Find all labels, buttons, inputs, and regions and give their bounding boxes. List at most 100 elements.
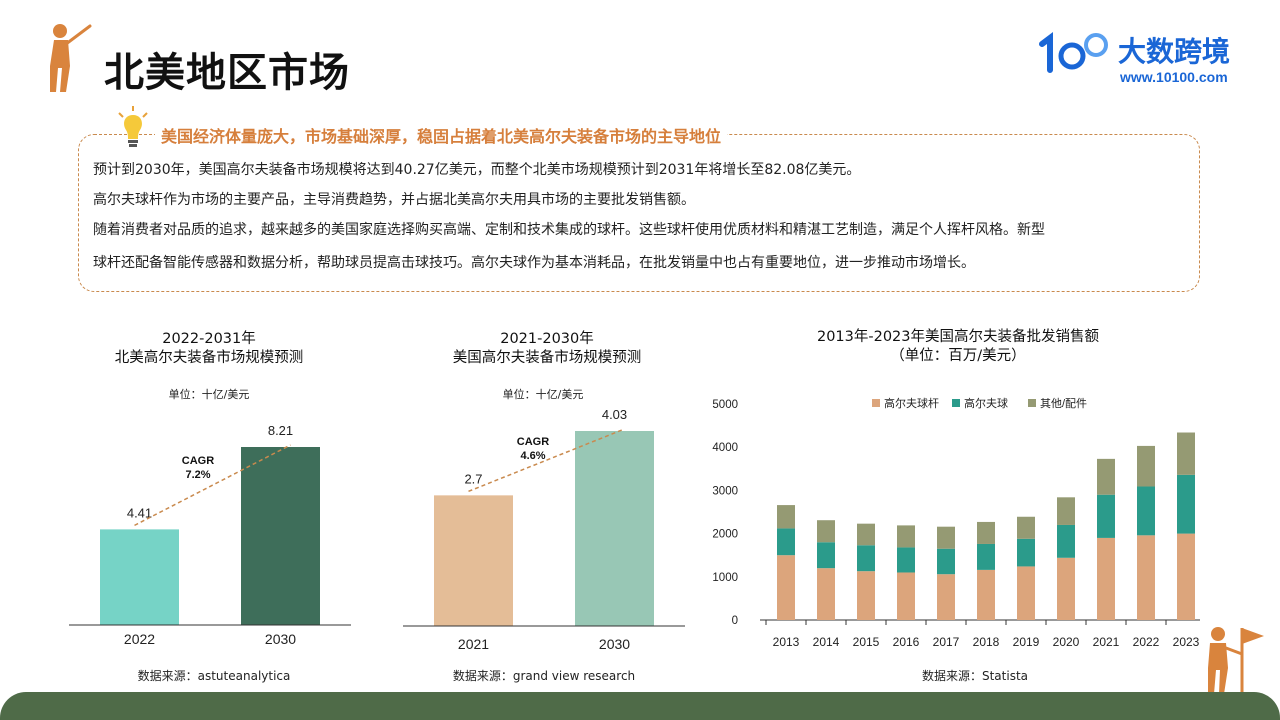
stacked-bar-segment xyxy=(777,528,795,556)
chart3-title: 2013年-2023年美国高尔夫装备批发销售额 （单位：百万/美元） xyxy=(740,328,1176,366)
stacked-bar-segment xyxy=(1057,557,1075,620)
stacked-bar-segment xyxy=(857,545,875,572)
logo-icon xyxy=(1039,32,1108,73)
stacked-bar-segment xyxy=(937,526,955,549)
stacked-bar-segment xyxy=(977,569,995,620)
stacked-bar-segment xyxy=(937,574,955,620)
intro-line: 随着消费者对品质的追求，越来越多的美国家庭选择购买高端、定制和技术集成的球杆。这… xyxy=(93,222,1045,238)
chart2-title-line: 2021-2030年 xyxy=(500,331,594,347)
bar xyxy=(575,431,654,626)
chart3-source: 数据来源：Statista xyxy=(921,669,1029,683)
stacked-bar-segment xyxy=(1017,566,1035,620)
y-tick-label: 0 xyxy=(732,615,738,627)
y-tick-label: 4000 xyxy=(712,442,738,454)
stacked-bar-segment xyxy=(937,548,955,575)
x-tick-label: 2016 xyxy=(893,635,920,649)
stacked-bar-segment xyxy=(777,555,795,620)
page-title: 北美地区市场 xyxy=(104,50,350,96)
stacked-bar-segment xyxy=(1137,535,1155,620)
stacked-bar-segment xyxy=(1017,516,1035,539)
stacked-bar-segment xyxy=(857,571,875,620)
bar-value-label: 2.7 xyxy=(464,471,482,486)
bar-value-label: 8.21 xyxy=(268,423,293,438)
chart1-title-line: 2022-2031年 xyxy=(162,331,256,347)
cagr-value: 7.2% xyxy=(185,469,210,481)
chart2-subtitle: 美国高尔夫装备市场规模预测 xyxy=(452,350,642,366)
stacked-bar-segment xyxy=(1137,445,1155,487)
stacked-bar-segment xyxy=(897,572,915,620)
chart1-plot: 4.41 2022 8.21 2030 CAGR 7.2% xyxy=(69,423,351,647)
stacked-bar-segment xyxy=(817,568,835,620)
intro-line: 球杆还配备智能传感器和数据分析，帮助球员提高击球技巧。高尔夫球作为基本消耗品，在… xyxy=(93,255,975,271)
x-tick-label: 2014 xyxy=(813,635,840,649)
chart1-unit: 单位：十亿/美元 xyxy=(168,388,250,401)
stacked-bar-segment xyxy=(977,543,995,570)
logo-text: 大数跨境 xyxy=(1118,35,1231,68)
x-tick-label: 2030 xyxy=(265,631,296,647)
x-tick-label: 2017 xyxy=(933,635,960,649)
stacked-bar-segment xyxy=(897,525,915,548)
stacked-bar-segment xyxy=(1057,524,1075,558)
chart2-unit: 单位：十亿/美元 xyxy=(502,388,584,401)
legend-swatch xyxy=(1028,399,1036,407)
chart3-title-line: 2013年-2023年美国高尔夫装备批发销售额 xyxy=(816,329,1100,345)
chart3-subtitle: （单位：百万/美元） xyxy=(890,348,1026,364)
golfer-icon xyxy=(50,24,92,92)
chart1-source: 数据来源：astuteanalytica xyxy=(137,669,291,683)
y-tick-label: 3000 xyxy=(712,485,738,497)
legend-label: 高尔夫球杆 xyxy=(884,396,939,410)
cagr-label: CAGR xyxy=(182,455,214,467)
stacked-bar-segment xyxy=(1177,432,1195,475)
lightbulb-icon xyxy=(118,106,148,147)
stacked-bar-segment xyxy=(1177,474,1195,534)
x-tick-label: 2022 xyxy=(124,631,155,647)
stacked-bar-segment xyxy=(1137,486,1155,536)
bar-value-label: 4.41 xyxy=(127,505,152,520)
bar xyxy=(241,447,320,625)
chart2-plot: 2.7 2021 4.03 2030 CAGR 4.6% xyxy=(403,407,685,652)
bar xyxy=(100,529,179,625)
golfer-flag-icon xyxy=(1208,627,1264,694)
x-tick-label: 2023 xyxy=(1173,635,1200,649)
logo-url[interactable]: www.10100.com xyxy=(1120,69,1228,85)
intro-headline: 美国经济体量庞大，市场基础深厚，稳固占据着北美高尔夫装备市场的主导地位 xyxy=(155,123,728,147)
stacked-bar-segment xyxy=(1097,458,1115,495)
stacked-bar-segment xyxy=(1057,497,1075,525)
y-tick-label: 5000 xyxy=(712,399,738,411)
x-tick-label: 2015 xyxy=(853,635,880,649)
trend-line xyxy=(468,428,625,493)
bar xyxy=(434,495,513,626)
x-tick-label: 2021 xyxy=(1093,635,1120,649)
y-tick-label: 1000 xyxy=(712,572,738,584)
chart3-plot: 0 1000 2000 3000 4000 5000 2013 2014 2015 2016 201… xyxy=(712,396,1200,649)
cagr-label: CAGR xyxy=(517,436,549,448)
x-tick-label: 2020 xyxy=(1053,635,1080,649)
chart2-title: 2021-2030年 美国高尔夫装备市场规模预测 xyxy=(402,330,692,368)
chart1-subtitle: 北美高尔夫装备市场规模预测 xyxy=(114,350,304,366)
x-tick-label: 2013 xyxy=(773,635,800,649)
intro-line: 预计到2030年，美国高尔夫装备市场规模将达到40.27亿美元，而整个北美市场规… xyxy=(93,162,861,178)
stacked-bar-segment xyxy=(977,521,995,544)
legend-label: 其他/配件 xyxy=(1040,397,1087,410)
intro-line: 高尔夫球杆作为市场的主要产品，主导消费趋势，并占据北美高尔夫用具市场的主要批发销… xyxy=(93,192,695,208)
footer-bar xyxy=(0,692,1280,720)
stacked-bar-segment xyxy=(1097,537,1115,620)
legend-swatch xyxy=(872,399,880,407)
stacked-bar-segment xyxy=(897,547,915,573)
bar-value-label: 4.03 xyxy=(602,407,627,422)
stacked-bar-segment xyxy=(857,523,875,546)
stacked-bar-segment xyxy=(1017,538,1035,567)
trend-line xyxy=(134,444,291,527)
x-tick-label: 2019 xyxy=(1013,635,1040,649)
chart2-source: 数据来源：grand view research xyxy=(452,669,636,683)
stacked-bar-segment xyxy=(817,542,835,569)
stacked-bar-segment xyxy=(1177,533,1195,620)
cagr-value: 4.6% xyxy=(520,450,545,462)
x-tick-label: 2030 xyxy=(599,636,630,652)
x-tick-label: 2021 xyxy=(458,636,489,652)
stacked-bar-segment xyxy=(1097,494,1115,538)
legend-label: 高尔夫球 xyxy=(964,396,1008,410)
x-tick-label: 2018 xyxy=(973,635,1000,649)
y-tick-label: 2000 xyxy=(712,529,738,541)
legend-swatch xyxy=(952,399,960,407)
